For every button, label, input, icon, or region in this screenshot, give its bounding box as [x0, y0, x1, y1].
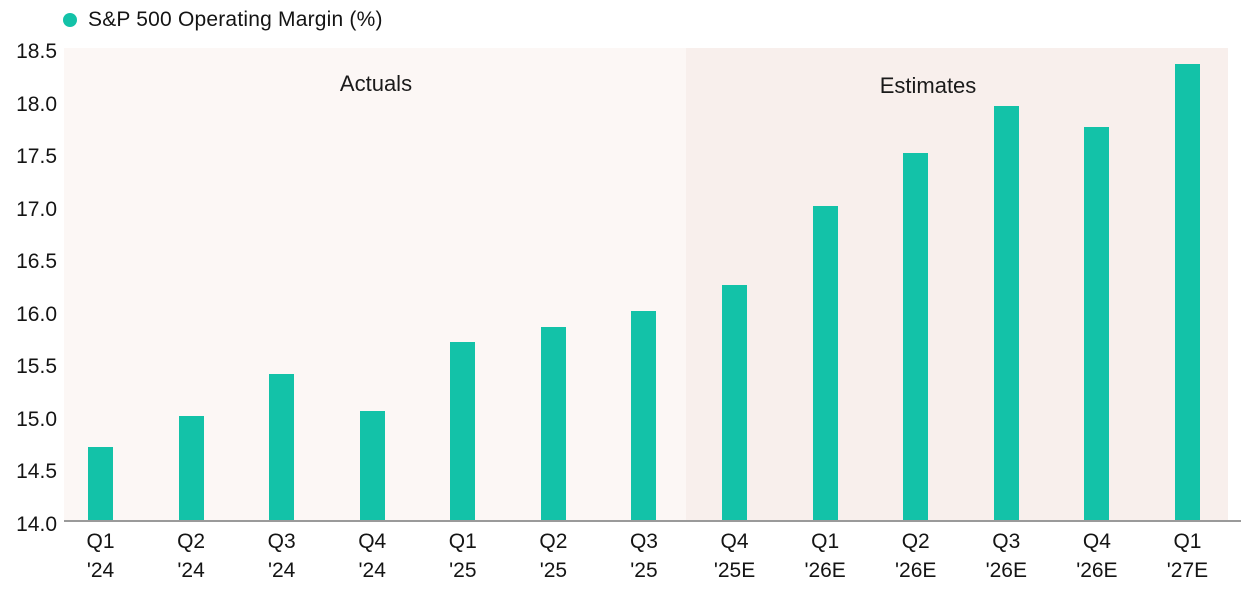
bar-q2-25 [540, 326, 566, 521]
y-tick-label: 17.0 [16, 197, 57, 221]
x-tick-label: Q3'24 [267, 530, 296, 582]
bar-q4-26E [1084, 126, 1110, 521]
bar-q1-27E [1174, 63, 1200, 521]
x-tick-label: Q4'25E [713, 530, 756, 582]
bar-q3-25 [631, 310, 657, 521]
x-tick-label: Q3'25 [629, 530, 658, 582]
legend-label: S&P 500 Operating Margin (%) [88, 8, 383, 31]
bar-q1-24 [88, 447, 113, 521]
bar-q2-26E [903, 153, 929, 521]
actuals-region-label: Actuals [339, 71, 413, 96]
bar-q3-24 [269, 373, 295, 521]
bar-q3-26E [993, 105, 1019, 521]
y-tick-label: 14.0 [16, 513, 57, 536]
legend: S&P 500 Operating Margin (%) [63, 8, 383, 32]
estimates-region-label: Estimates [879, 73, 977, 98]
bar-q2-24 [178, 415, 204, 521]
x-axis-line [64, 520, 1241, 522]
x-tick-label: Q1'26E [804, 530, 846, 582]
x-tick-label: Q2'24 [177, 530, 206, 582]
bar-q4-24 [359, 410, 385, 521]
y-tick-label: 15.0 [16, 407, 57, 431]
x-tick-label: Q3'26E [985, 530, 1027, 582]
x-tick-label: Q2'26E [895, 530, 937, 582]
x-tick-label: Q2'25 [539, 530, 568, 582]
x-tick-label: Q1'27E [1166, 530, 1209, 582]
x-tick-label: Q4'26E [1076, 530, 1118, 582]
x-tick-label: Q4'24 [358, 530, 387, 582]
plot-area [64, 48, 1228, 521]
bar-q1-25 [450, 342, 476, 521]
y-tick-label: 16.5 [16, 250, 57, 274]
y-tick-label: 18.5 [16, 40, 57, 63]
y-tick-label: 18.0 [16, 92, 57, 116]
y-tick-label: 16.0 [16, 302, 57, 326]
y-tick-label: 15.5 [16, 355, 57, 379]
y-tick-label: 17.5 [16, 145, 57, 169]
estimates-region-background [686, 48, 1228, 521]
x-tick-label: Q1'25 [448, 530, 477, 582]
legend-dot-icon [63, 13, 77, 27]
x-tick-label: Q1'24 [86, 530, 115, 582]
y-tick-label: 14.5 [16, 460, 57, 484]
bar-q4-25E [722, 284, 748, 521]
bar-q1-26E [812, 205, 838, 521]
